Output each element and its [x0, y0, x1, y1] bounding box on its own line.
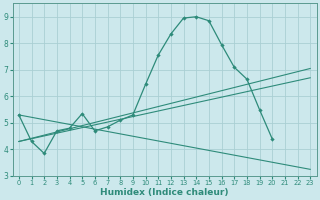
X-axis label: Humidex (Indice chaleur): Humidex (Indice chaleur): [100, 188, 229, 197]
